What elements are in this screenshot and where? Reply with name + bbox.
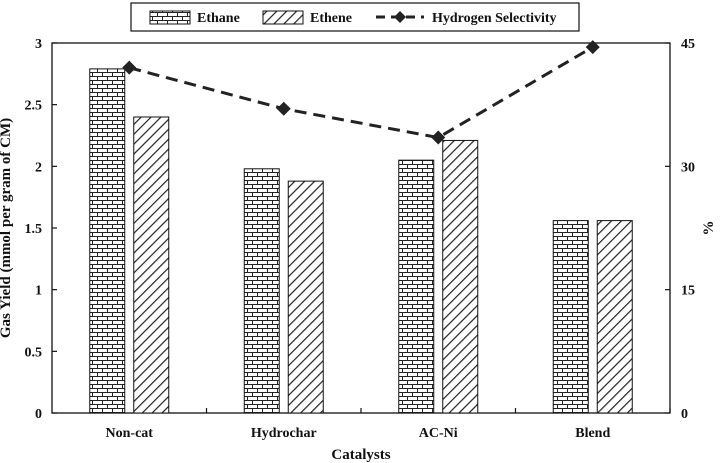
legend-swatch-ethane xyxy=(149,10,191,25)
marker-hydrogen-selectivity-blend xyxy=(585,40,600,55)
legend-box xyxy=(130,2,580,32)
y2-tick-label: 0 xyxy=(681,407,688,422)
y2-tick-label: 15 xyxy=(681,284,695,299)
y2-tick-label: 30 xyxy=(681,160,695,175)
y-tick-label: 0 xyxy=(35,407,42,422)
y-tick-label: 1 xyxy=(35,284,42,299)
bar-ethene-ac-ni xyxy=(442,139,479,414)
bar-ethane-blend xyxy=(552,220,589,414)
y-tick-label: 0.5 xyxy=(25,345,43,360)
x-tick-label-non-cat: Non-cat xyxy=(106,426,154,441)
line-hydrogen-selectivity xyxy=(128,45,594,140)
x-tick-label-blend: Blend xyxy=(575,426,610,441)
bar-ethane-hydrochar xyxy=(243,168,280,414)
legend: Ethane Ethene Hydrogen Selectivity xyxy=(130,2,580,32)
line-series-hydrogen-selectivity xyxy=(122,40,600,145)
y2-axis-title: % xyxy=(701,221,717,236)
x-axis-title: Catalysts xyxy=(331,447,390,463)
y-tick-label: 1.5 xyxy=(25,222,43,237)
bar-ethane-non-cat xyxy=(89,68,126,414)
legend-marker-hydrogen-selectivity xyxy=(394,11,406,23)
bar-ethene-blend xyxy=(596,220,633,414)
marker-hydrogen-selectivity-hydrochar xyxy=(276,101,291,116)
marker-hydrogen-selectivity-ac-ni xyxy=(431,130,446,145)
y-axis-title: Gas Yield (mmol per gram of CM) xyxy=(0,118,14,338)
y-axis-left: 0 0.5 1 1.5 2 2.5 3 xyxy=(25,37,57,422)
bar-group xyxy=(89,68,633,414)
y-tick-label: 2 xyxy=(35,160,42,175)
y-tick-label: 3 xyxy=(35,37,42,52)
bar-ethene-hydrochar xyxy=(287,180,324,414)
legend-label-hydrogen-selectivity: Hydrogen Selectivity xyxy=(432,11,557,26)
y-tick-label: 2.5 xyxy=(25,99,43,114)
y2-tick-label: 45 xyxy=(681,37,695,52)
bar-ethane-ac-ni xyxy=(398,159,435,414)
y-axis-right: 0 15 30 45 xyxy=(665,37,695,422)
legend-label-ethane: Ethane xyxy=(197,11,240,26)
bar-ethene-non-cat xyxy=(133,116,170,414)
x-tick-label-ac-ni: AC-Ni xyxy=(419,426,458,441)
legend-label-ethene: Ethene xyxy=(310,11,352,26)
x-axis: Non-cat Hydrochar AC-Ni Blend xyxy=(106,408,671,441)
legend-swatch-ethene xyxy=(262,10,304,25)
x-tick-label-hydrochar: Hydrochar xyxy=(251,426,317,441)
marker-hydrogen-selectivity-non-cat xyxy=(122,60,137,75)
